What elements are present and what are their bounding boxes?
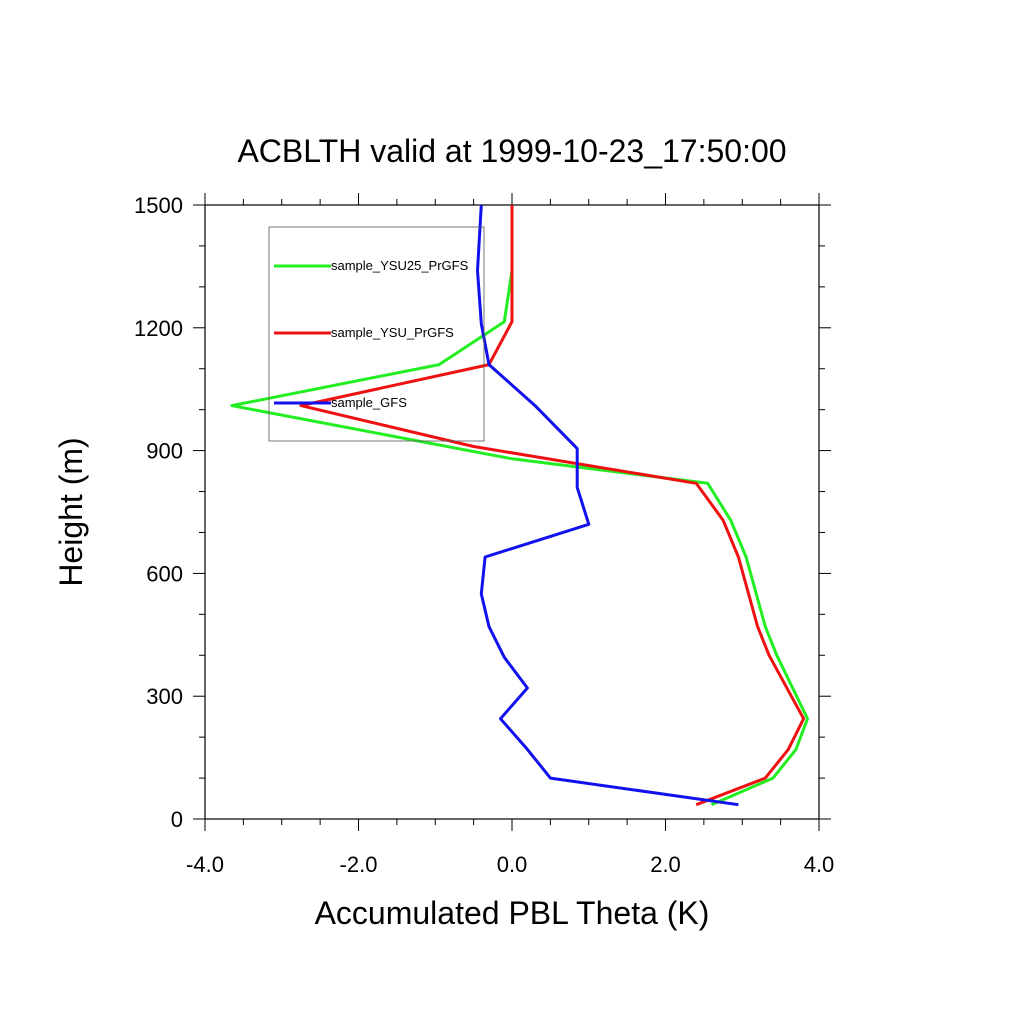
y-tick-label: 600 xyxy=(146,561,183,586)
legend-label: sample_YSU25_PrGFS xyxy=(331,258,469,273)
legend-box xyxy=(268,226,485,442)
y-axis-label: Height (m) xyxy=(53,437,89,586)
x-tick-label: 2.0 xyxy=(650,852,681,877)
legend: sample_YSU25_PrGFS sample_YSU_PrGFSsample… xyxy=(268,226,485,442)
series-lines xyxy=(230,204,809,807)
series-line-sample-gfs xyxy=(476,204,739,807)
x-tick-label: 4.0 xyxy=(804,852,835,877)
y-tick-label: 900 xyxy=(146,439,183,464)
legend-label: sample_GFS xyxy=(331,395,407,410)
series-line-sample-ysu25-prgfs xyxy=(230,205,809,807)
y-tick-label: 0 xyxy=(171,807,183,832)
series-line-sample-ysu-prgfs xyxy=(299,205,806,807)
x-tick-label: 0.0 xyxy=(497,852,528,877)
legend-label: sample_YSU_PrGFS xyxy=(331,325,454,340)
x-axis-label: Accumulated PBL Theta (K) xyxy=(315,895,710,931)
x-tick-label: -2.0 xyxy=(340,852,378,877)
y-tick-label: 1500 xyxy=(134,193,183,218)
y-tick-label: 300 xyxy=(146,684,183,709)
y-tick-label: 1200 xyxy=(134,316,183,341)
axis-ticks xyxy=(193,193,831,831)
chart-title: ACBLTH valid at 1999-10-23_17:50:00 xyxy=(237,133,786,169)
axis-tick-labels: -4.0 -2.0 0.0 2.0 4.0 0 300 600 900 1200 1500 xyxy=(134,193,834,877)
x-tick-label: -4.0 xyxy=(186,852,224,877)
